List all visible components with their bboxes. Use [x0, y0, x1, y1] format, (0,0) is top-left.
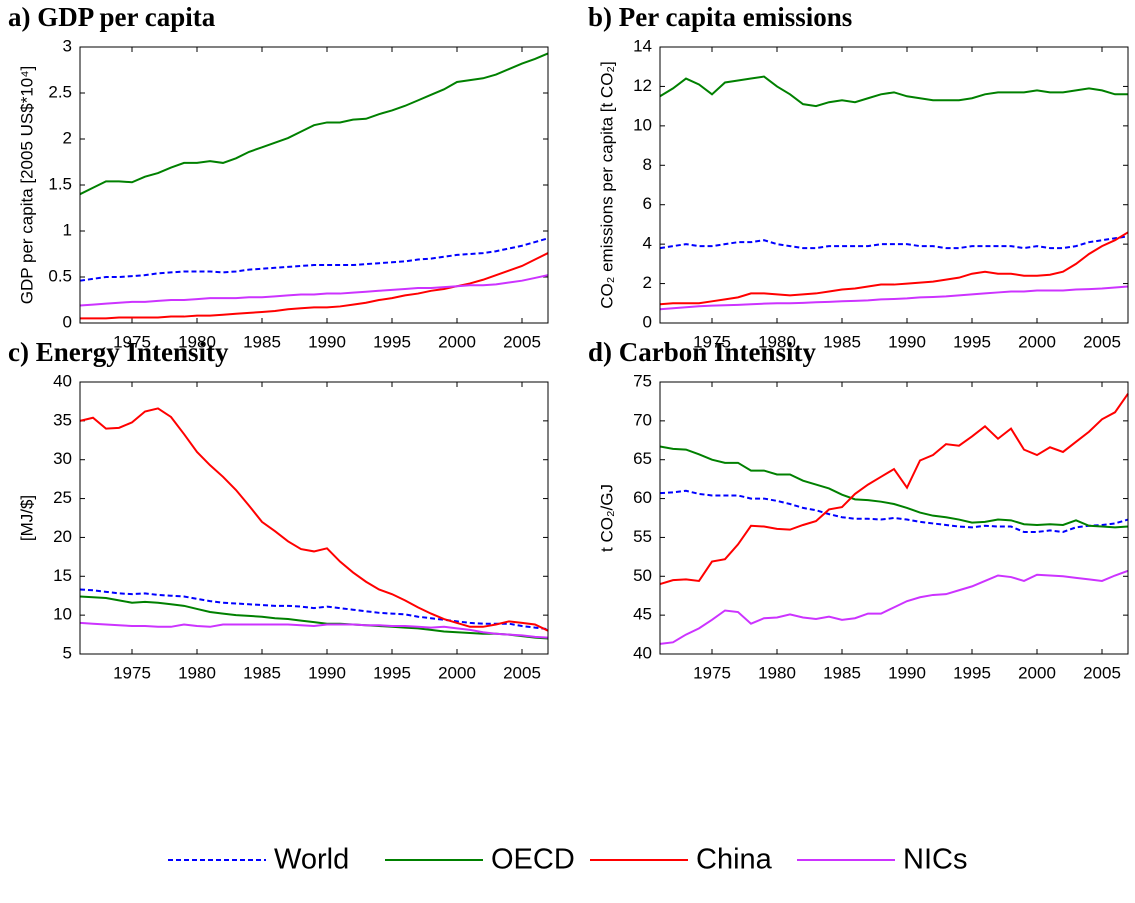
y-tick-label: 0	[63, 312, 72, 331]
panel-title: b) Per capita emissions	[588, 2, 852, 32]
y-tick-label: 55	[633, 527, 652, 546]
y-tick-label: 1.5	[48, 174, 72, 193]
y-tick-label: 75	[633, 371, 652, 390]
y-tick-label: 25	[53, 488, 72, 507]
y-tick-label: 35	[53, 410, 72, 429]
legend-label: World	[274, 844, 349, 876]
y-tick-label: 20	[53, 527, 72, 546]
y-axis-label: GDP per capita [2005 US$*10⁴]	[17, 66, 36, 305]
y-tick-label: 8	[643, 155, 652, 174]
legend-label: OECD	[491, 844, 575, 876]
y-axis-label: [MJ/$]	[17, 495, 36, 541]
data-line	[659, 285, 1129, 311]
panel-title: c) Energy Intensity	[8, 337, 229, 367]
x-tick-label: 1990	[308, 332, 346, 351]
x-tick-label: 2005	[503, 663, 541, 682]
x-tick-label: 1985	[823, 332, 861, 351]
y-tick-label: 40	[633, 643, 652, 662]
y-tick-label: 14	[633, 36, 652, 55]
y-tick-label: 2	[63, 128, 72, 147]
data-line	[79, 595, 549, 640]
x-tick-label: 1975	[113, 332, 151, 351]
y-tick-label: 30	[53, 449, 72, 468]
y-tick-label: 3	[63, 36, 72, 55]
data-line	[659, 231, 1129, 306]
x-tick-label: 1980	[178, 663, 216, 682]
y-tick-label: 2.5	[48, 82, 72, 101]
y-tick-label: 10	[53, 605, 72, 624]
x-tick-label: 2000	[1018, 663, 1056, 682]
data-line	[79, 237, 549, 282]
x-tick-label: 1990	[888, 332, 926, 351]
y-tick-label: 5	[63, 643, 72, 662]
x-tick-label: 2000	[438, 332, 476, 351]
data-line	[79, 407, 549, 632]
data-line	[659, 393, 1129, 586]
x-tick-label: 2005	[1083, 332, 1121, 351]
x-tick-label: 1995	[953, 332, 991, 351]
plot-frame	[659, 381, 1129, 655]
y-tick-label: 6	[643, 194, 652, 213]
legend-label: NICs	[903, 844, 967, 876]
y-tick-label: 45	[633, 605, 652, 624]
x-tick-label: 1985	[243, 663, 281, 682]
panel-title: a) GDP per capita	[8, 2, 216, 32]
x-tick-label: 1980	[178, 332, 216, 351]
y-tick-label: 0	[643, 312, 652, 331]
x-tick-label: 2005	[1083, 663, 1121, 682]
x-tick-label: 1995	[373, 663, 411, 682]
data-line	[659, 75, 1128, 108]
data-line	[79, 52, 549, 196]
y-tick-label: 1	[63, 220, 72, 239]
x-tick-label: 1980	[758, 663, 796, 682]
plot-frame	[659, 46, 1129, 324]
x-tick-label: 1995	[953, 663, 991, 682]
y-tick-label: 4	[643, 234, 652, 253]
data-line	[659, 235, 1129, 250]
y-tick-label: 65	[633, 449, 652, 468]
x-tick-label: 1975	[693, 663, 731, 682]
x-tick-label: 1985	[823, 663, 861, 682]
y-tick-label: 12	[633, 76, 652, 95]
plot-frame	[79, 381, 549, 655]
data-line	[659, 445, 1129, 529]
data-line	[79, 621, 549, 639]
x-tick-label: 1990	[888, 663, 926, 682]
data-line	[659, 569, 1129, 645]
y-tick-label: 40	[53, 371, 72, 390]
y-tick-label: 15	[53, 566, 72, 585]
y-tick-label: 2	[643, 273, 652, 292]
x-tick-label: 2000	[438, 663, 476, 682]
x-tick-label: 1980	[758, 332, 796, 351]
x-tick-label: 1975	[113, 663, 151, 682]
x-tick-label: 1975	[693, 332, 731, 351]
plot-frame	[79, 46, 549, 324]
data-line	[659, 489, 1129, 534]
y-tick-label: 60	[633, 488, 652, 507]
y-tick-label: 50	[633, 566, 652, 585]
panel-title: d) Carbon Intensity	[588, 337, 817, 367]
y-tick-label: 10	[633, 115, 652, 134]
x-tick-label: 1990	[308, 663, 346, 682]
y-tick-label: 70	[633, 410, 652, 429]
legend-label: China	[696, 844, 773, 876]
data-line	[79, 588, 549, 631]
x-tick-label: 2005	[503, 332, 541, 351]
x-tick-label: 1985	[243, 332, 281, 351]
data-line	[79, 274, 549, 307]
y-tick-label: 0.5	[48, 266, 72, 285]
data-line	[80, 252, 549, 320]
x-tick-label: 1995	[373, 332, 411, 351]
x-tick-label: 2000	[1018, 332, 1056, 351]
y-axis-label: CO₂ emissions per capita [t CO₂]	[597, 61, 616, 309]
y-axis-label: t CO₂/GJ	[597, 484, 616, 552]
